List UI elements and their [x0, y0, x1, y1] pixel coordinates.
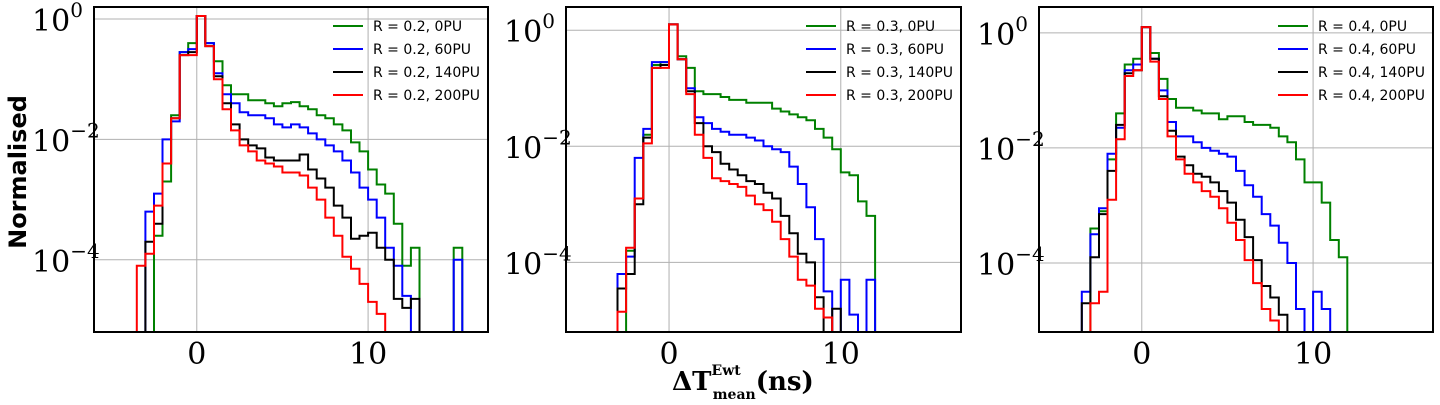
chart-panel-r04: 0 10 100 10−2 10−4 R = 0.4, 0PU R = 0.4, 60PU R…	[977, 6, 1434, 372]
legend-label: R = 0.3, 140PU	[846, 65, 953, 81]
y-tick-label: 10−2	[977, 127, 1045, 168]
legend-label: R = 0.3, 0PU	[846, 19, 935, 35]
x-tick-label: 0	[187, 337, 206, 372]
x-tick-label: 10	[349, 337, 387, 372]
x-axis-label-unit: (ns)	[756, 367, 814, 397]
legend-label: R = 0.3, 200PU	[846, 88, 953, 104]
x-tick-label: 10	[822, 337, 860, 372]
y-tick-label: 100	[504, 9, 555, 50]
legend-label: R = 0.4, 60PU	[1318, 42, 1416, 58]
legend-label: R = 0.2, 0PU	[373, 19, 462, 35]
plot-frame	[93, 6, 489, 333]
series-line	[616, 23, 834, 332]
chart-panel-r02: 0 10 100 10−2 10−4 R = 0.2, 0PU R = 0.2, 60PU R…	[32, 0, 489, 372]
y-tick-label: 100	[32, 0, 83, 39]
y-tick-label: 10−4	[504, 241, 572, 282]
plot-frame	[565, 6, 962, 333]
legend-label: R = 0.4, 140PU	[1318, 65, 1425, 81]
legend-label: R = 0.2, 60PU	[373, 42, 471, 58]
y-tick-label: 10−4	[977, 242, 1045, 283]
series-line	[135, 15, 387, 332]
chart-panel-r03: 0 10 100 10−2 10−4 R = 0.3, 0PU R = 0.3, 60PU R…	[504, 6, 962, 372]
series-line	[616, 23, 877, 332]
y-tick-label: 100	[977, 12, 1028, 53]
legend-label: R = 0.3, 60PU	[846, 42, 944, 58]
series-line	[1089, 26, 1349, 332]
x-axis-label: ΔTEwt mean(ns)	[672, 363, 814, 403]
legend-label: R = 0.2, 140PU	[373, 65, 480, 81]
series-line	[1080, 26, 1289, 332]
y-tick-label: 10−2	[32, 118, 100, 159]
legend-label: R = 0.4, 200PU	[1318, 88, 1425, 104]
x-tick-label: 0	[1132, 337, 1151, 372]
y-tick-label: 10−4	[32, 239, 100, 280]
series-line	[1089, 26, 1280, 332]
y-axis-label: Normalised	[4, 95, 32, 249]
x-axis-label-base: ΔT	[672, 367, 712, 397]
legend-label: R = 0.4, 0PU	[1318, 19, 1407, 35]
x-axis-label-sub: mean	[713, 387, 756, 403]
legend-label: R = 0.2, 200PU	[373, 88, 480, 104]
x-tick-label: 0	[659, 337, 678, 372]
x-axis-label-sup: Ewt	[712, 363, 742, 379]
x-tick-label: 10	[1294, 337, 1332, 372]
plot-frame	[1038, 6, 1434, 333]
y-tick-label: 10−2	[504, 125, 572, 166]
